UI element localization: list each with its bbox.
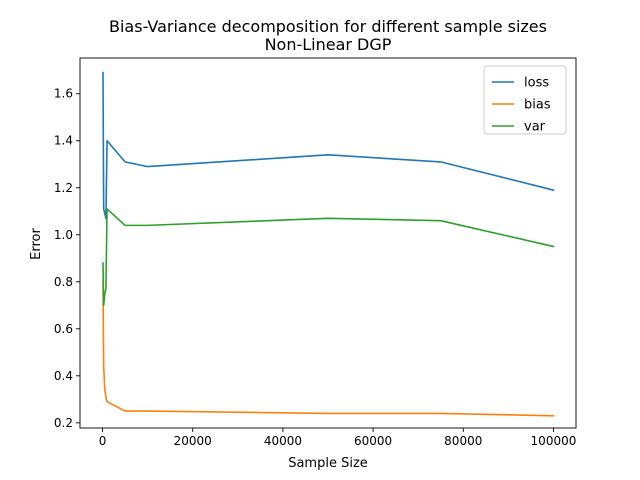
- x-tick-label: 20000: [174, 434, 212, 448]
- x-tick-label: 100000: [531, 434, 577, 448]
- chart-subtitle: Non-Linear DGP: [265, 35, 392, 54]
- y-axis-label: Error: [29, 228, 44, 260]
- legend-label-var: var: [524, 120, 546, 135]
- y-axis-ticks: 0.2 0.4 0.6 0.8 1.0 1.2 1.4 1.6: [54, 87, 80, 430]
- legend: loss bias var: [483, 65, 567, 135]
- x-tick-label: 60000: [354, 434, 392, 448]
- y-tick-label: 1.4: [54, 134, 73, 148]
- y-tick-label: 1.0: [54, 228, 73, 242]
- y-tick-label: 0.2: [54, 416, 73, 430]
- legend-box: [483, 65, 567, 135]
- y-tick-label: 0.8: [54, 275, 73, 289]
- axes-frame: [79, 57, 577, 429]
- axis-frame: [79, 57, 577, 429]
- y-tick-label: 1.2: [54, 181, 73, 195]
- x-tick-label: 40000: [264, 434, 302, 448]
- y-tick-label: 1.6: [54, 87, 73, 101]
- series-line-loss: [102, 71, 555, 220]
- series-line-var: [102, 208, 555, 307]
- chart-title: Bias-Variance decomposition for differen…: [109, 17, 547, 36]
- x-axis-ticks: 0 20000 40000 60000 80000 100000: [99, 428, 577, 448]
- x-tick-label: 0: [99, 434, 107, 448]
- legend-label-bias: bias: [524, 98, 551, 113]
- x-axis-label: Sample Size: [288, 456, 368, 471]
- y-tick-label: 0.6: [54, 322, 73, 336]
- y-tick-label: 0.4: [54, 369, 73, 383]
- series-layer: [102, 71, 555, 417]
- x-tick-label: 80000: [444, 434, 482, 448]
- legend-label-loss: loss: [524, 76, 549, 91]
- series-line-bias: [102, 280, 555, 417]
